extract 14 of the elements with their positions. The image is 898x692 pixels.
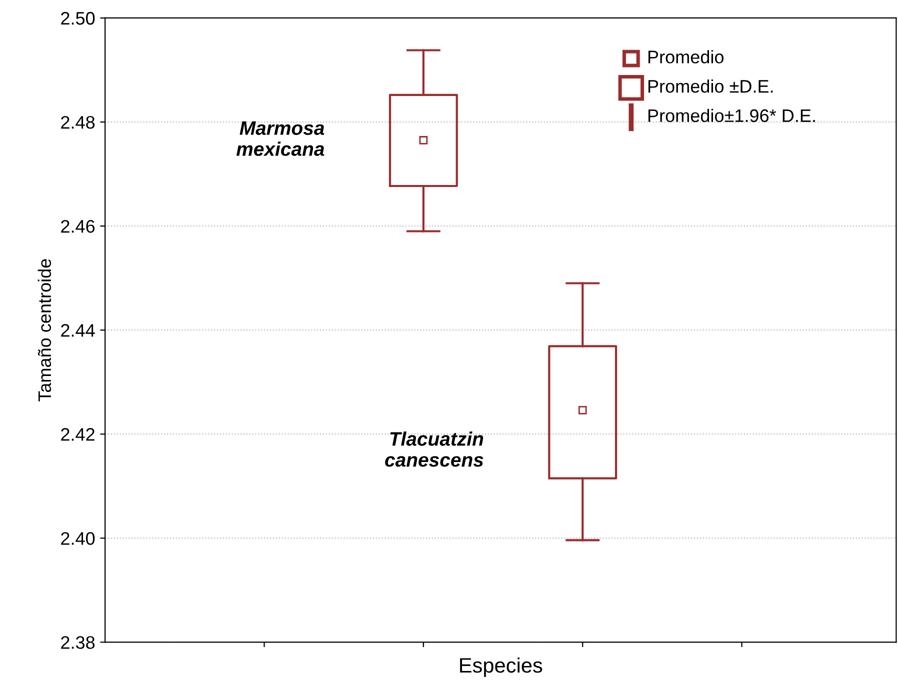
annotation: Promedio <box>648 50 724 64</box>
y-tick-label: 2.50 <box>61 12 95 25</box>
y-tick-label: 2.40 <box>61 532 95 545</box>
y-tick-label: 2.46 <box>61 220 95 233</box>
y-tick-label: 2.44 <box>61 324 95 337</box>
annotation: Tlacuatzin canescens <box>385 432 484 467</box>
y-tick-label: 2.38 <box>61 636 95 649</box>
annotation: Promedio ±D.E. <box>648 79 773 93</box>
annotation: Marmosa mexicana <box>236 121 324 156</box>
y-axis-title: Tamaño centroide <box>38 259 52 402</box>
x-axis-title: Especies <box>460 657 542 677</box>
annotation: Promedio±1.96* D.E. <box>648 108 815 122</box>
y-tick-label: 2.42 <box>61 428 94 441</box>
y-tick-label: 2.48 <box>61 116 95 129</box>
